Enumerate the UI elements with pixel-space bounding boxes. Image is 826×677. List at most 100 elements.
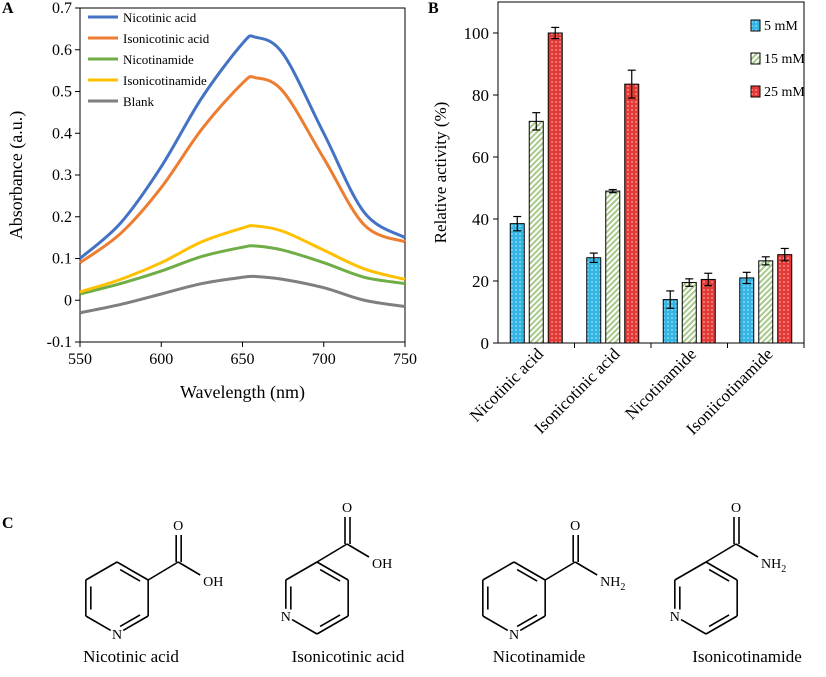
x-tick-label-nicotinamide: Nicotinamide [621, 344, 700, 423]
series-line-nicotinic-acid [79, 34, 406, 260]
y-tick-label: 80 [472, 86, 489, 105]
legend-label-isonicotinamide: Isonicotinamide [123, 73, 207, 88]
ring-bond [122, 615, 149, 632]
y-axis-title: Absorbance (a.u.) [6, 111, 27, 239]
molecule-name-nicotinic-acid: Nicotinic acid [83, 647, 179, 666]
y-tick-label: 0.4 [52, 125, 72, 142]
x-tick-label: 650 [231, 351, 255, 368]
substituent-bond [346, 543, 370, 558]
y-tick-label: 40 [472, 210, 489, 229]
bar-5-mm-isoniicotinamide [739, 277, 755, 344]
ring-bond [680, 618, 707, 635]
legend-swatch-5-mm [750, 19, 761, 32]
ring-double-bond [708, 614, 730, 628]
ring-bond [316, 615, 349, 635]
panel-label-b: B [428, 0, 439, 17]
bar-15-mm-isoniicotinamide [758, 260, 774, 344]
legend-label-isonicotinic-acid: Isonicotinic acid [123, 31, 210, 46]
bar-25-mm-nicotinic-acid [547, 32, 563, 344]
ring-bond [513, 561, 546, 581]
ring-double-bond [119, 568, 141, 582]
molecule-structure-nicotinic-acid: N O OH [85, 519, 223, 643]
oxygen-atom-label: O [342, 501, 352, 516]
ring-bond [316, 561, 349, 581]
carbonyl-bond [705, 543, 737, 563]
carbonyl-bond [147, 561, 179, 581]
series-line-blank [79, 274, 406, 315]
ring-double-bond [319, 614, 341, 628]
bar-25-mm-nicotinamide [700, 278, 716, 344]
bar-15-mm-isonicotinic-acid [605, 190, 621, 344]
series-line-isonicotinamide [79, 224, 406, 294]
legend-swatch-25-mm [750, 85, 761, 98]
y-tick-label: 0.7 [52, 0, 72, 17]
ring-bond [291, 618, 318, 635]
series-line-nicotinamide [79, 244, 406, 296]
ring-bond [674, 561, 707, 581]
ring-bond [85, 561, 118, 581]
nitrogen-atom-label: N [670, 610, 680, 625]
legend-label-nicotinic-acid: Nicotinic acid [123, 10, 197, 25]
substituent-bond [735, 543, 759, 558]
x-tick-label: 750 [393, 351, 417, 368]
nitrogen-atom-label: N [112, 628, 122, 643]
y-tick-label: 20 [472, 272, 489, 291]
absorbance-line-chart: 550 600 650 700 750 -0.1 0 0.1 0.2 0.3 0.4 0.5 0.6 0.… [6, 0, 417, 403]
molecule-name-nicotinamide: Nicotinamide [492, 647, 586, 666]
legend-label-15-mm: 15 mM [764, 52, 805, 67]
panel-label-a: A [2, 0, 14, 17]
ring-bond [85, 615, 112, 632]
molecule-structure-nicotinamide: N O NH2 [482, 519, 625, 643]
bar-15-mm-nicotinamide [681, 282, 697, 344]
subscript: 2 [620, 582, 625, 593]
y-axis-title: Relative activity (%) [431, 102, 450, 244]
bar-5-mm-isonicotinic-acid [586, 257, 602, 344]
bar-5-mm-nicotinic-acid [509, 223, 525, 344]
hydroxyl-label: OH [203, 575, 223, 590]
subscript: 2 [781, 564, 786, 575]
substituent-bond [574, 561, 598, 576]
ring-double-bond [516, 568, 538, 582]
bar-15-mm-nicotinic-acid [528, 120, 544, 344]
ring-double-bond [708, 568, 730, 582]
legend-label-blank: Blank [123, 94, 155, 109]
substituent-bond [177, 561, 201, 576]
ring-bond [705, 561, 738, 581]
nitrogen-atom-label: N [281, 610, 291, 625]
x-tick-label: 700 [312, 351, 336, 368]
molecular-structures: N O OH N O OH N O NH2 N O NH2 [85, 501, 786, 643]
series-line-isonicotinic-acid [79, 75, 406, 264]
y-tick-label: 0 [64, 292, 72, 309]
ring-bond [705, 615, 738, 635]
y-tick-label: 100 [464, 24, 490, 43]
molecule-name-isonicotinic-acid: Isonicotinic acid [291, 647, 405, 666]
y-tick-label: -0.1 [47, 334, 72, 351]
y-tick-label: 0.2 [52, 209, 72, 226]
legend-swatch-15-mm [750, 52, 761, 65]
amine-label: NH2 [600, 575, 625, 593]
molecule-structure-isonicotinamide: N O NH2 [670, 501, 786, 635]
oxygen-atom-label: O [731, 501, 741, 516]
y-tick-label: 0.6 [52, 42, 72, 59]
carbonyl-bond [316, 543, 348, 563]
amine-label: NH2 [761, 557, 786, 575]
legend-label-nicotinamide: Nicotinamide [123, 52, 194, 67]
x-tick-label-nicotinic-acid: Nicotinic acid [466, 344, 548, 426]
ring-double-bond [516, 614, 538, 628]
ring-bond [482, 615, 509, 632]
y-tick-label: 0.3 [52, 167, 72, 184]
relative-activity-bar-chart: 0 20 40 60 80 100 Relative activity (%) Nicotin… [431, 1, 805, 439]
y-tick-label: 0.5 [52, 84, 72, 101]
carbonyl-bond [544, 561, 576, 581]
panel-label-c: C [2, 515, 14, 532]
molecule-name-isonicotinamide: Isonicotinamide [692, 647, 802, 666]
bar-25-mm-isonicotinic-acid [624, 83, 640, 344]
legend-label-5-mm: 5 mM [764, 19, 798, 34]
x-axis-title: Wavelength (nm) [180, 382, 305, 403]
molecule-structure-isonicotinic-acid: N O OH [281, 501, 392, 635]
ring-double-bond [319, 568, 341, 582]
x-tick-label: 600 [149, 351, 173, 368]
hydroxyl-label: OH [372, 557, 392, 572]
ring-bond [285, 561, 318, 581]
ring-bond [116, 561, 149, 581]
